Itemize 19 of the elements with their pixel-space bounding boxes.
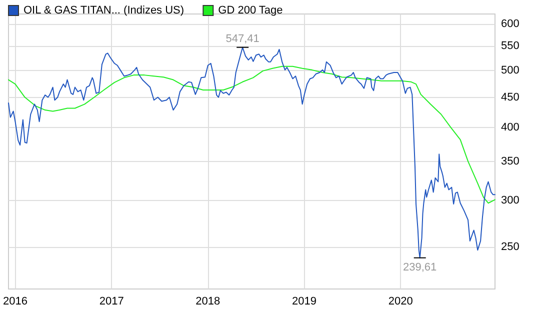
legend-label: OIL & GAS TITAN... (Indizes US): [24, 4, 184, 16]
x-tick-label: 2017: [99, 296, 124, 308]
y-tick-label: 550: [501, 40, 520, 52]
line-series: [8, 66, 496, 204]
legend-label: GD 200 Tage: [218, 4, 283, 16]
y-tick-label: 350: [501, 155, 520, 168]
x-tick-label: 2016: [2, 296, 28, 308]
y-tick-label: 600: [501, 18, 520, 30]
line-series: [8, 46, 496, 258]
annotation: 239,61: [403, 261, 437, 274]
y-tick-label: 450: [501, 91, 520, 104]
x-tick-label: 2020: [388, 296, 413, 308]
annotation: 547,41: [226, 32, 260, 45]
y-tick-label: 250: [501, 241, 520, 253]
x-tick-label: 2018: [196, 296, 220, 308]
y-tick-label: 400: [501, 121, 520, 134]
x-tick-label: 2019: [292, 296, 316, 308]
y-tick-label: 500: [501, 64, 520, 76]
y-tick-label: 300: [501, 194, 520, 207]
